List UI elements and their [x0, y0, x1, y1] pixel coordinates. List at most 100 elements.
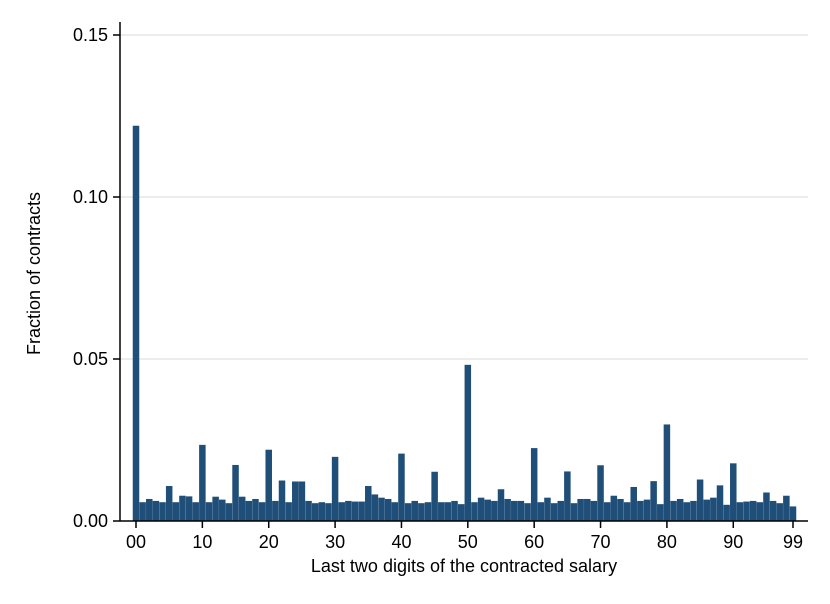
bar — [749, 500, 757, 521]
bar — [570, 503, 578, 521]
x-axis-ticks: 00 10 20 30 40 50 60 70 80 90 99 — [126, 521, 803, 552]
bar — [398, 453, 405, 521]
bar — [172, 502, 180, 521]
bar — [331, 456, 339, 521]
bar — [278, 480, 286, 521]
x-tick-label: 90 — [723, 532, 743, 552]
bar — [610, 495, 618, 521]
x-tick-label: 00 — [126, 532, 146, 552]
bar — [298, 481, 306, 521]
bar — [132, 125, 140, 521]
bar — [630, 486, 637, 521]
bar — [199, 444, 206, 521]
bar — [637, 500, 644, 521]
bar — [730, 463, 737, 521]
bar — [584, 498, 591, 521]
bar — [358, 501, 365, 521]
bar — [603, 502, 611, 521]
bar — [411, 500, 418, 521]
bar — [491, 500, 498, 521]
bar — [557, 500, 564, 521]
x-tick-label: 60 — [524, 532, 544, 552]
x-tick-label: 10 — [192, 532, 212, 552]
bar — [716, 485, 724, 521]
bar — [365, 486, 372, 521]
bar — [165, 486, 173, 521]
bar — [305, 500, 312, 521]
bar — [537, 502, 545, 521]
bar — [272, 500, 279, 521]
x-tick-label: 50 — [458, 532, 478, 552]
bar — [696, 479, 704, 521]
bar — [152, 500, 160, 521]
bar — [338, 502, 345, 521]
bar — [431, 471, 438, 521]
bar — [146, 498, 153, 521]
x-tick-label: 30 — [325, 532, 345, 552]
bar — [511, 500, 518, 521]
bar — [524, 503, 531, 521]
bar — [238, 496, 246, 521]
bar — [577, 498, 584, 521]
bar — [657, 504, 664, 521]
bar — [451, 500, 458, 521]
bar — [192, 502, 199, 521]
y-axis-title: Fraction of contracts — [24, 192, 44, 355]
bar — [723, 504, 730, 521]
bar — [690, 500, 697, 521]
bar — [265, 449, 272, 521]
bar — [457, 504, 465, 521]
bar — [391, 502, 399, 521]
x-tick-label: 99 — [783, 532, 803, 552]
bar — [384, 498, 392, 521]
bar — [736, 502, 744, 521]
bar — [325, 503, 332, 521]
bar — [292, 481, 299, 521]
bar — [371, 494, 379, 521]
y-axis-ticks: 0.00 0.05 0.10 0.15 — [73, 25, 120, 531]
x-tick-label: 80 — [657, 532, 677, 552]
bar — [783, 495, 790, 521]
bar — [530, 448, 538, 521]
x-tick-label: 20 — [259, 532, 279, 552]
bar — [544, 497, 551, 521]
bar — [219, 499, 226, 521]
x-tick-label: 40 — [391, 532, 411, 552]
bar — [504, 498, 511, 521]
bar — [564, 471, 571, 521]
bar — [776, 503, 783, 521]
bar — [683, 502, 691, 521]
bar — [285, 502, 292, 521]
bar — [212, 496, 219, 521]
bar — [318, 502, 326, 521]
bar — [185, 496, 193, 521]
bar — [703, 499, 710, 521]
bar — [159, 502, 166, 521]
bar — [424, 502, 432, 521]
bar — [623, 502, 631, 521]
bar — [438, 502, 445, 521]
bar — [484, 499, 491, 521]
bar — [404, 503, 412, 521]
bar — [663, 424, 671, 521]
bar — [710, 497, 717, 521]
bar — [497, 489, 505, 521]
gridlines — [120, 34, 808, 360]
bar — [617, 498, 624, 521]
bar — [252, 498, 259, 521]
bar — [179, 495, 186, 521]
y-tick-label: 0.10 — [73, 187, 108, 207]
bar — [245, 500, 253, 521]
bar — [756, 502, 764, 521]
bar — [763, 492, 770, 521]
y-tick-label: 0.15 — [73, 25, 108, 45]
bar — [643, 499, 651, 521]
bar — [769, 500, 777, 521]
bar — [517, 500, 525, 521]
bar — [351, 501, 359, 521]
bar — [378, 497, 385, 521]
bar — [743, 501, 750, 521]
y-tick-label: 0.00 — [73, 511, 108, 531]
axes — [119, 22, 808, 522]
